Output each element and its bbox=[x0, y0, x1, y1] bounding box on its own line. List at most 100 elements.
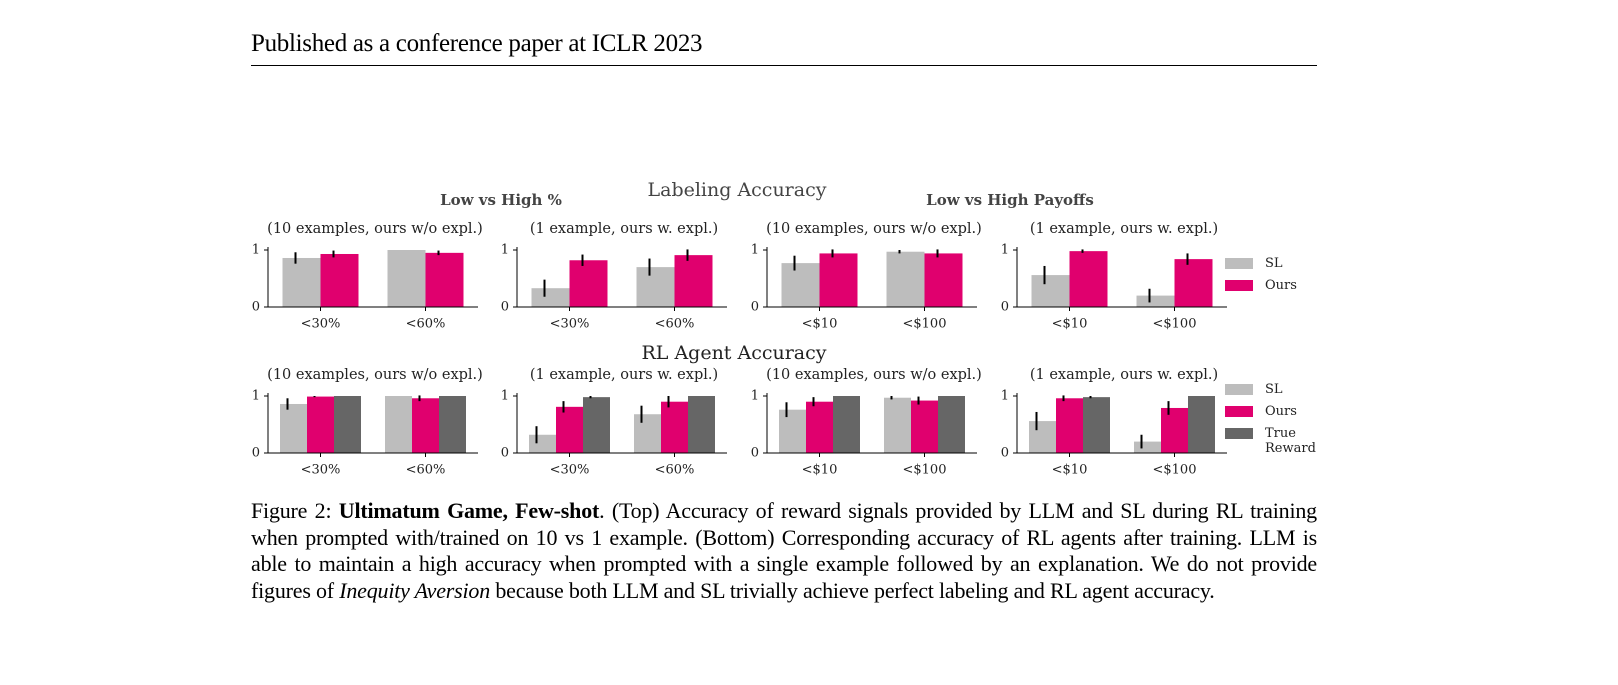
y-tick-label: 0 bbox=[252, 446, 260, 461]
bar bbox=[1161, 407, 1188, 453]
bar bbox=[439, 396, 466, 453]
legend-label: True Reward bbox=[1265, 426, 1316, 456]
chart-title: (10 examples, ours w/o expl.) bbox=[267, 367, 483, 383]
bar bbox=[282, 257, 321, 307]
caption-text: . (Top) Accuracy of reward signals provi… bbox=[251, 498, 1317, 604]
x-tick-label: <$100 bbox=[1153, 317, 1197, 332]
bar bbox=[334, 396, 361, 453]
group-label: Low vs High Payoffs bbox=[926, 191, 1094, 209]
x-tick-label: <30% bbox=[301, 463, 341, 478]
x-tick-label: <$10 bbox=[802, 317, 838, 332]
bar bbox=[636, 267, 675, 307]
bar bbox=[833, 396, 860, 453]
bar bbox=[556, 406, 583, 453]
bar bbox=[425, 252, 464, 307]
bar bbox=[1134, 441, 1161, 453]
y-tick-label: 1 bbox=[252, 243, 260, 258]
chart-title: (10 examples, ours w/o expl.) bbox=[766, 221, 982, 237]
y-tick-label: 1 bbox=[501, 243, 509, 258]
x-tick-label: <$100 bbox=[903, 317, 947, 332]
x-tick-label: <30% bbox=[301, 317, 341, 332]
bar bbox=[1056, 398, 1083, 453]
y-tick-label: 1 bbox=[501, 389, 509, 404]
x-tick-label: <60% bbox=[655, 317, 695, 332]
legend-swatch bbox=[1225, 384, 1253, 395]
bar bbox=[307, 396, 334, 453]
bar bbox=[569, 260, 608, 307]
legend-swatch bbox=[1225, 406, 1253, 417]
legend-label: SL bbox=[1265, 382, 1283, 397]
chart-title: (1 example, ours w. expl.) bbox=[530, 367, 718, 383]
chart-title: (1 example, ours w. expl.) bbox=[530, 221, 718, 237]
bar bbox=[1136, 295, 1175, 307]
bar bbox=[387, 250, 426, 307]
y-tick-label: 1 bbox=[252, 389, 260, 404]
caption-bold: Ultimatum Game, Few-shot bbox=[338, 498, 600, 523]
bar bbox=[583, 397, 610, 453]
x-tick-label: <60% bbox=[406, 463, 446, 478]
x-tick-label: <30% bbox=[550, 317, 590, 332]
bar bbox=[674, 255, 713, 307]
x-tick-label: <$10 bbox=[1052, 463, 1088, 478]
bar bbox=[886, 251, 925, 307]
y-tick-label: 0 bbox=[1001, 300, 1009, 315]
group-label: Low vs High % bbox=[440, 191, 562, 209]
x-tick-label: <$100 bbox=[903, 463, 947, 478]
y-tick-label: 0 bbox=[751, 446, 759, 461]
caption-italic: Inequity Aversion bbox=[339, 578, 491, 604]
legend-swatch bbox=[1225, 280, 1253, 291]
x-tick-label: <$10 bbox=[1052, 317, 1088, 332]
y-tick-label: 0 bbox=[1001, 446, 1009, 461]
legend-label: Ours bbox=[1265, 278, 1297, 293]
bar bbox=[938, 396, 965, 453]
y-tick-label: 0 bbox=[501, 446, 509, 461]
chart-title: (1 example, ours w. expl.) bbox=[1030, 367, 1218, 383]
bar bbox=[688, 396, 715, 453]
bar bbox=[385, 396, 412, 453]
bar bbox=[1188, 396, 1215, 453]
bar bbox=[911, 400, 938, 453]
chart-title: (10 examples, ours w/o expl.) bbox=[267, 221, 483, 237]
chart-title: (1 example, ours w. expl.) bbox=[1030, 221, 1218, 237]
y-tick-label: 0 bbox=[252, 300, 260, 315]
y-tick-label: 1 bbox=[751, 243, 759, 258]
y-tick-label: 1 bbox=[751, 389, 759, 404]
legend-swatch bbox=[1225, 258, 1253, 269]
bar bbox=[1031, 275, 1070, 307]
bar bbox=[1029, 421, 1056, 453]
bar bbox=[781, 263, 820, 307]
bar bbox=[806, 401, 833, 453]
figure-title: Labeling Accuracy bbox=[648, 179, 827, 201]
y-tick-label: 1 bbox=[1001, 389, 1009, 404]
y-tick-label: 0 bbox=[501, 300, 509, 315]
bar bbox=[1174, 259, 1213, 307]
legend-label: Ours bbox=[1265, 404, 1297, 419]
bar bbox=[924, 253, 963, 307]
bar bbox=[1083, 397, 1110, 453]
legend-label: SL bbox=[1265, 256, 1283, 271]
x-tick-label: <60% bbox=[655, 463, 695, 478]
chart-title: (10 examples, ours w/o expl.) bbox=[766, 367, 982, 383]
bar bbox=[320, 253, 359, 307]
bar bbox=[1069, 251, 1108, 307]
y-tick-label: 1 bbox=[1001, 243, 1009, 258]
bar bbox=[634, 414, 661, 453]
bar bbox=[779, 409, 806, 453]
x-tick-label: <60% bbox=[406, 317, 446, 332]
bar bbox=[661, 401, 688, 453]
caption-label: Figure 2: bbox=[251, 498, 332, 523]
caption: Figure 2: Ultimatum Game, Few-shot. (Top… bbox=[251, 498, 1317, 605]
caption-text: because both LLM and SL trivially achiev… bbox=[495, 578, 1215, 604]
x-tick-label: <$10 bbox=[802, 463, 838, 478]
y-tick-label: 0 bbox=[751, 300, 759, 315]
x-tick-label: <$100 bbox=[1153, 463, 1197, 478]
bar bbox=[819, 253, 858, 307]
bar bbox=[529, 434, 556, 453]
bar bbox=[884, 397, 911, 453]
bar bbox=[412, 398, 439, 453]
header: Published as a conference paper at ICLR … bbox=[251, 30, 703, 57]
figure-title: RL Agent Accuracy bbox=[641, 342, 826, 364]
bar bbox=[531, 288, 570, 307]
